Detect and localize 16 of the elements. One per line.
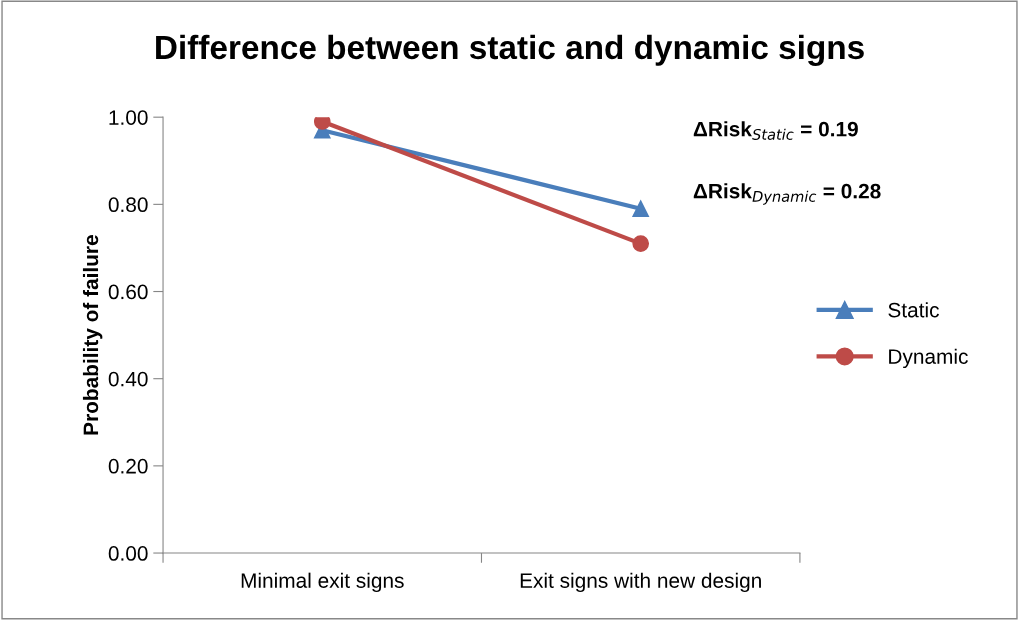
x-tick-label: Minimal exit signs [241,572,404,593]
legend-label: Static [888,302,939,318]
annotation: ΔRisk$_{Static}$ = 0.19 [693,121,858,140]
y-tick-label: 0.80 [108,197,148,213]
y-axis-title: Probability of failure [82,235,103,435]
chart-title: Difference between static and dynamic signs [156,34,864,66]
y-tick-label: 0.60 [108,284,148,300]
y-tick-label: 0.00 [108,546,148,561]
legend-label: Dynamic [889,348,968,369]
annotation: ΔRisk$_{Dynamic}$ = 0.28 [693,183,881,205]
y-tick-label: 0.40 [108,371,148,387]
x-tick-label: Exit signs with new design [520,572,761,593]
point [632,235,650,252]
y-tick-label: 1.00 [109,110,148,125]
point [632,200,650,218]
y-tick-label: 0.20 [108,458,148,474]
